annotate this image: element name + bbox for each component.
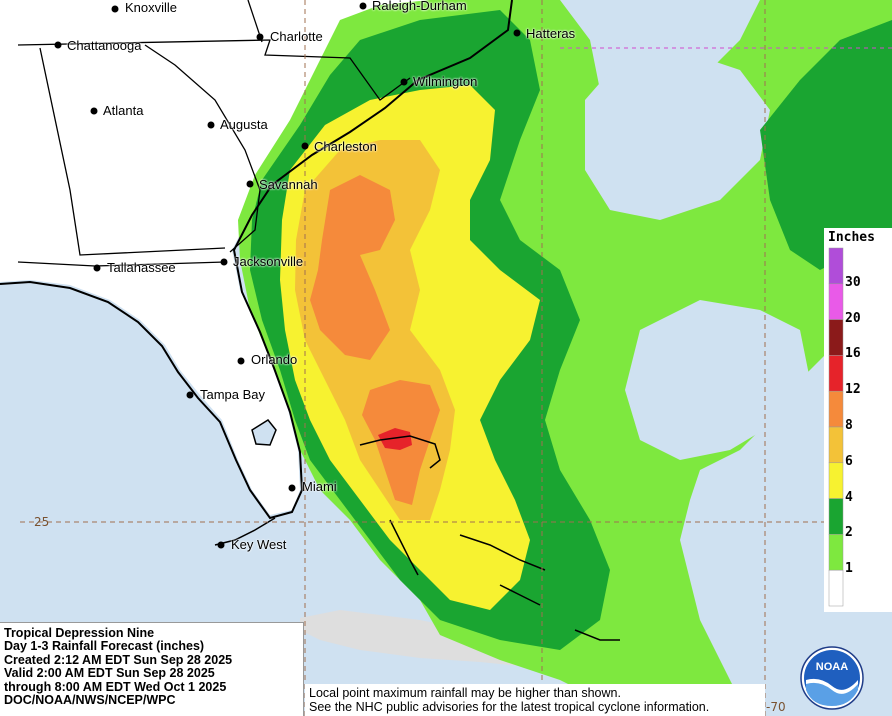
legend-label: 12 bbox=[845, 382, 861, 398]
dry-area-east bbox=[585, 50, 770, 220]
legend-label: 30 bbox=[845, 274, 861, 290]
rainfall-legend bbox=[824, 228, 892, 612]
disclaimer-line-1: Local point maximum rainfall may be high… bbox=[309, 686, 621, 700]
rain-contour-8in bbox=[310, 175, 395, 360]
city-label-charlotte: Charlotte bbox=[270, 29, 323, 44]
legend-label: 6 bbox=[845, 453, 853, 469]
legend-label: 8 bbox=[845, 418, 853, 433]
city-label-chattanooga: Chattanooga bbox=[67, 38, 142, 53]
coastline bbox=[0, 0, 513, 520]
city-label-tampa-bay: Tampa Bay bbox=[200, 387, 266, 402]
legend-swatch bbox=[828, 319, 844, 356]
noaa-logo-text: NOAA bbox=[816, 661, 848, 673]
city-label-hatteras: Hatteras bbox=[526, 26, 576, 41]
lake-okeechobee bbox=[251, 419, 277, 446]
legend-swatch bbox=[828, 247, 844, 285]
city-markers bbox=[54, 2, 521, 549]
legend-title: Inches bbox=[826, 230, 877, 245]
legend-label: 16 bbox=[845, 346, 861, 362]
rain-contour-2in-east bbox=[760, 20, 892, 270]
city-label-orlando: Orlando bbox=[251, 352, 298, 367]
city-label-augusta: Augusta bbox=[220, 117, 268, 132]
grid-label-lat-25: 25 bbox=[34, 515, 50, 529]
city-label-raleigh-durham: Raleigh-Durham bbox=[372, 0, 467, 13]
legend-swatch bbox=[828, 355, 844, 392]
legend-colorbar bbox=[824, 228, 892, 612]
city-label-charleston: Charleston bbox=[314, 139, 377, 154]
noaa-logo[interactable]: NOAA bbox=[800, 646, 864, 710]
city-label-miami: Miami bbox=[302, 479, 337, 494]
city-label-tallahassee: Tallahassee bbox=[107, 260, 176, 275]
valid-time: Valid 2:00 AM EDT Sun Sep 28 2025 bbox=[4, 666, 215, 681]
legend-swatch bbox=[828, 283, 844, 320]
land-southeast-us bbox=[0, 0, 515, 515]
state-boundaries bbox=[17, 0, 411, 267]
lat-lon-grid bbox=[20, 0, 892, 716]
legend-swatch bbox=[828, 426, 844, 464]
city-label-savannah: Savannah bbox=[259, 177, 318, 192]
disclaimer-box: Local point maximum rainfall may be high… bbox=[305, 684, 765, 716]
legend-swatch bbox=[828, 462, 844, 499]
product-title: Day 1-3 Rainfall Forecast (inches) bbox=[4, 639, 205, 654]
legend-swatch bbox=[828, 390, 844, 428]
forecast-info-box: Tropical Depression Nine Day 1-3 Rainfal… bbox=[0, 622, 304, 716]
created-time: Created 2:12 AM EDT Sun Sep 28 2025 bbox=[4, 652, 233, 667]
bahamas-islands bbox=[359, 435, 620, 641]
florida-keys bbox=[214, 517, 276, 546]
legend-swatch bbox=[828, 534, 844, 571]
city-label-key-west: Key West bbox=[231, 537, 287, 552]
city-label-wilmington: Wilmington bbox=[413, 74, 478, 89]
city-label-atlanta: Atlanta bbox=[103, 103, 144, 118]
dry-area-southeast bbox=[625, 300, 810, 460]
legend-label: 4 bbox=[845, 489, 853, 505]
issuing-agency: DOC/NOAA/NWS/NCEP/WPC bbox=[4, 693, 176, 708]
legend-swatch bbox=[828, 498, 844, 535]
legend-swatch bbox=[828, 569, 844, 607]
city-label-jacksonville: Jacksonville bbox=[233, 254, 304, 269]
storm-name: Tropical Depression Nine bbox=[4, 626, 155, 640]
through-time: through 8:00 AM EDT Wed Oct 1 2025 bbox=[4, 679, 227, 694]
rain-contour-12in bbox=[378, 428, 412, 450]
grid-label-lon-70: -70 bbox=[766, 700, 786, 714]
disclaimer-line-2: See the NHC public advisories for the la… bbox=[309, 700, 710, 714]
legend-label: 20 bbox=[845, 310, 861, 326]
legend-label: 1 bbox=[845, 561, 853, 577]
city-label-knoxville: Knoxville bbox=[125, 0, 178, 15]
legend-label: 2 bbox=[845, 525, 853, 541]
